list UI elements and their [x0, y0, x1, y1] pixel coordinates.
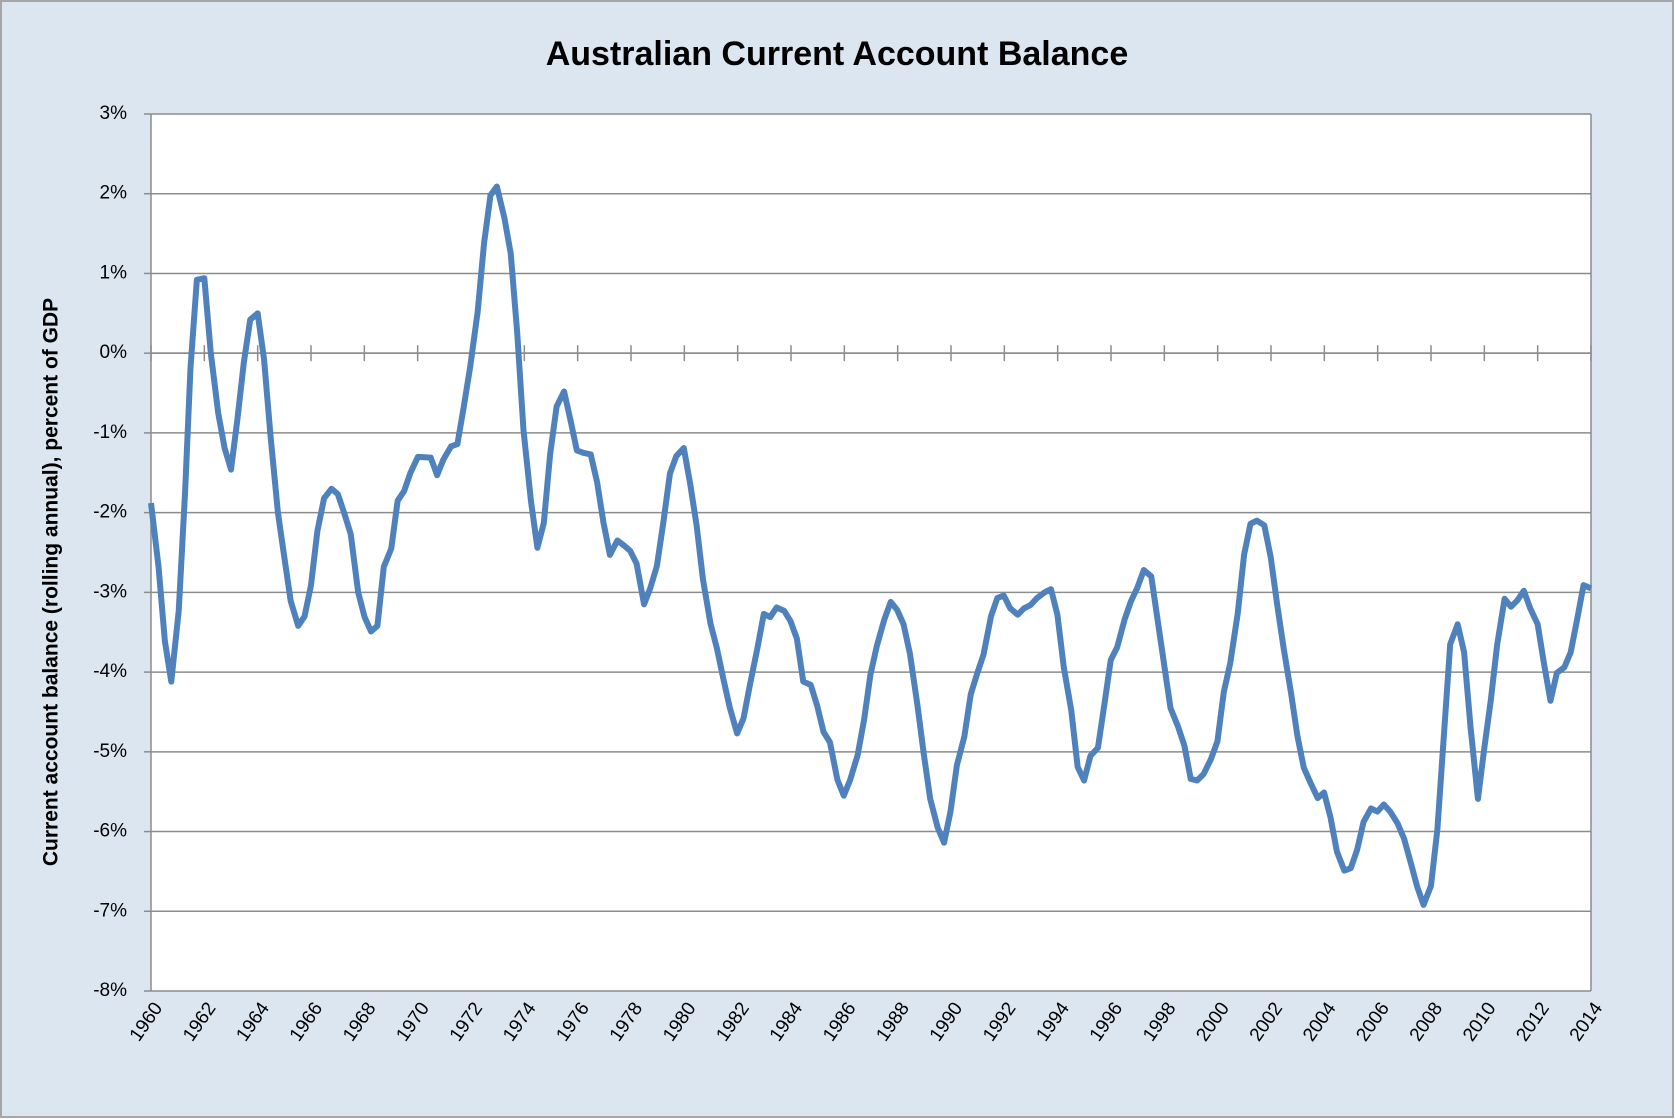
y-tick-label: -3%: [93, 581, 127, 602]
y-tick-label: -4%: [93, 661, 127, 682]
y-tick-label: 3%: [100, 103, 128, 124]
y-tick-label: 0%: [100, 342, 128, 363]
chart-title: Australian Current Account Balance: [546, 35, 1129, 73]
y-tick-label: -2%: [93, 502, 127, 523]
y-tick-label: -1%: [93, 422, 127, 443]
y-tick-label: -8%: [93, 980, 127, 1001]
y-axis-title: Current account balance (rolling annual)…: [40, 298, 63, 866]
y-tick-label: -7%: [93, 900, 127, 921]
y-tick-label: -6%: [93, 821, 127, 842]
plot-area: [151, 114, 1591, 991]
y-tick-label: 2%: [100, 183, 128, 204]
y-tick-label: -5%: [93, 741, 127, 762]
data-line: [148, 183, 1593, 908]
y-tick-label: 1%: [100, 262, 128, 283]
